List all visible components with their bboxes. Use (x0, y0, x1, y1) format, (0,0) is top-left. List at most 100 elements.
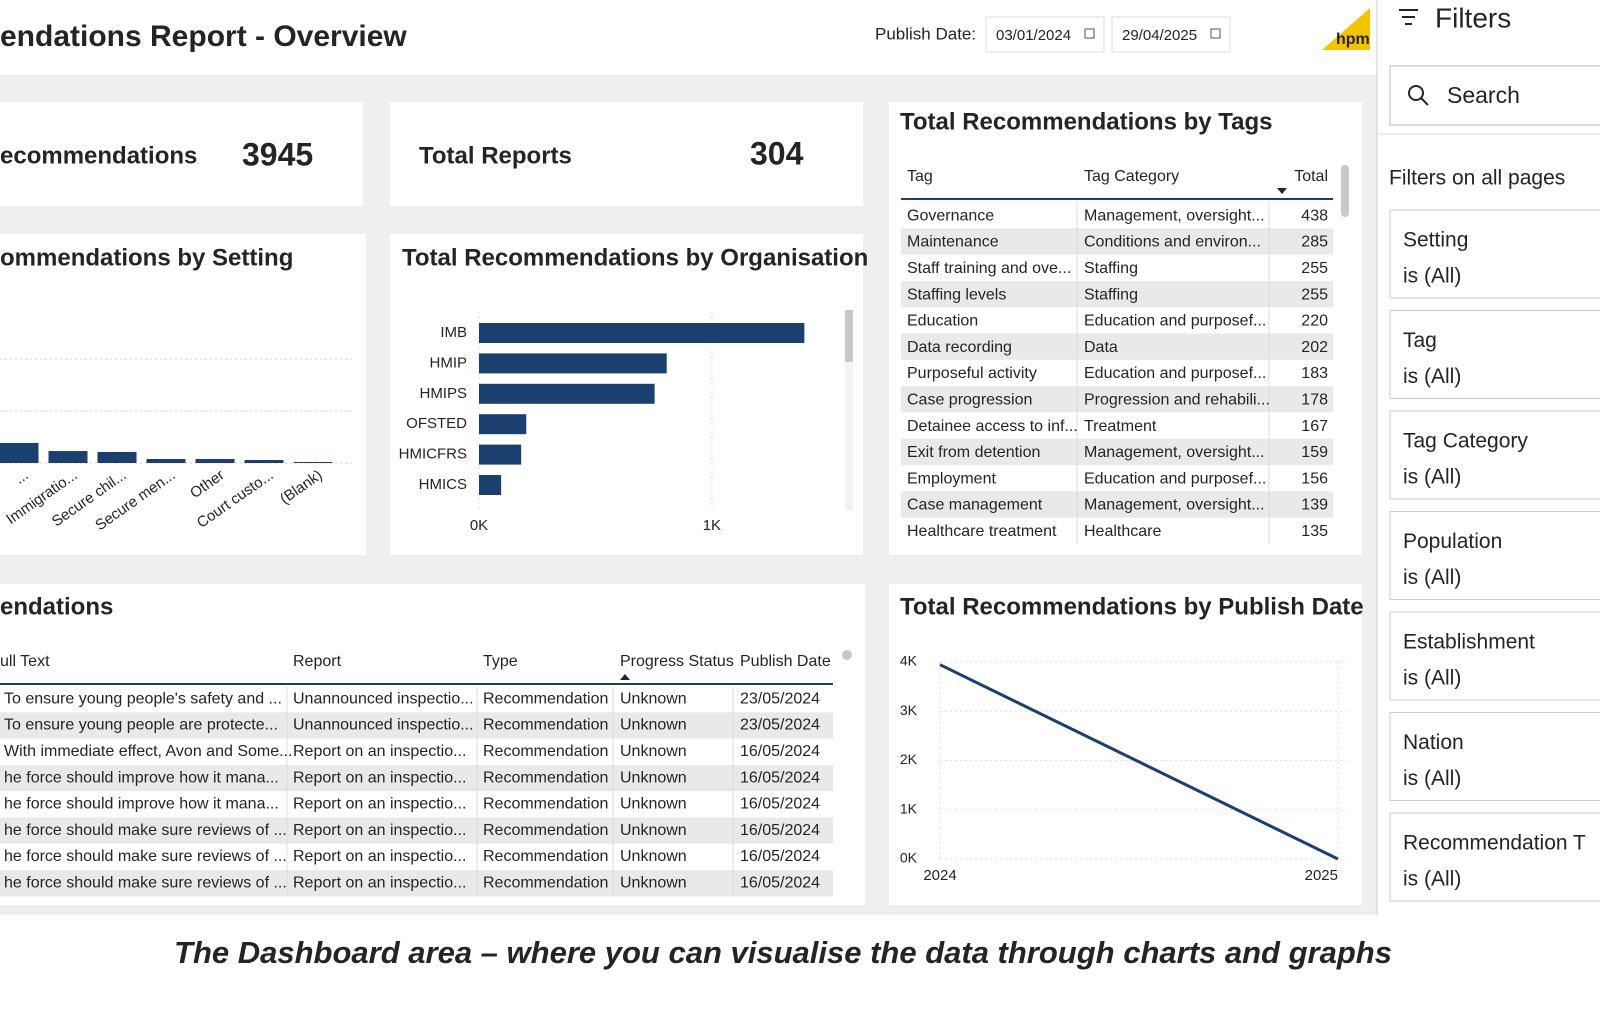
filter-card[interactable] (1389, 310, 1600, 399)
table-cell: 16/05/2024 (740, 743, 820, 760)
table-cell: 202 (1301, 339, 1328, 356)
column-header[interactable]: Type (483, 653, 518, 670)
table-cell: To ensure young people are protecte... (4, 717, 278, 734)
scrollbar (1341, 165, 1349, 217)
table-cell: Education and purposef... (1084, 313, 1266, 330)
column-header[interactable]: ull Text (0, 653, 50, 670)
filter-value: is (All) (1403, 566, 1461, 589)
filter-name: Recommendation T (1403, 832, 1586, 855)
row-shade (901, 438, 1333, 465)
table-cell: 23/05/2024 (740, 690, 820, 707)
table-cell: Exit from detention (907, 444, 1040, 461)
x-tick-label: 2024 (923, 867, 956, 884)
x-tick-label: 2025 (1305, 867, 1338, 884)
column-header[interactable]: Tag (907, 168, 933, 185)
table-cell: Unknown (620, 848, 687, 865)
column-header[interactable]: Report (293, 653, 342, 670)
panel (0, 234, 366, 555)
date-value: 03/01/2024 (996, 27, 1071, 44)
bar (0, 442, 39, 463)
report-title: endations Report - Overview (0, 20, 407, 53)
table-cell: Management, oversight... (1084, 444, 1265, 461)
date-value: 29/04/2025 (1122, 27, 1197, 44)
y-tick-label: HMIP (430, 354, 468, 371)
y-tick-label: HMICFRS (399, 446, 467, 463)
panel (889, 584, 1362, 905)
bar (479, 475, 502, 495)
table-cell: 159 (1301, 444, 1328, 461)
calendar-icon (1210, 28, 1221, 39)
table-cell: Unknown (620, 743, 687, 760)
bar (146, 458, 186, 463)
bar (479, 383, 655, 404)
filter-card[interactable] (1389, 611, 1600, 701)
table-cell: 16/05/2024 (740, 769, 820, 786)
row-shade (901, 491, 1333, 518)
table-cell: Unknown (620, 874, 687, 891)
table-cell: Management, oversight... (1084, 497, 1265, 514)
table-cell: he force should make sure reviews of ... (4, 874, 287, 891)
sort-arrow (620, 674, 630, 680)
bar (48, 451, 88, 463)
bar (293, 462, 333, 463)
table-cell: Unknown (620, 717, 687, 734)
bar (479, 323, 805, 343)
table-cell: Treatment (1084, 418, 1157, 435)
table-cell: Healthcare treatment (907, 523, 1057, 540)
table-cell: he force should improve how it mana... (4, 796, 279, 813)
row-shade (901, 333, 1333, 360)
filter-value: is (All) (1403, 365, 1461, 388)
scrollbar (845, 310, 853, 362)
table-cell: he force should make sure reviews of ... (4, 822, 287, 839)
row-shade (0, 870, 833, 897)
logo-shape (1322, 8, 1370, 50)
filter-value: is (All) (1403, 868, 1461, 891)
filter-name: Population (1403, 530, 1502, 553)
column-header[interactable]: Progress Status (620, 653, 734, 670)
table-cell: Recommendation (483, 690, 608, 707)
panel (889, 102, 1362, 555)
table-cell: Unknown (620, 690, 687, 707)
y-tick-label: 2K (900, 751, 918, 767)
table-cell: Purposeful activity (907, 365, 1037, 382)
filter-card[interactable] (1389, 209, 1600, 299)
filter-card[interactable] (1389, 712, 1600, 801)
table-cell: Recommendation (483, 822, 608, 839)
filter-value: is (All) (1403, 767, 1461, 790)
bar (97, 451, 137, 463)
table-cell: Unknown (620, 796, 687, 813)
date-input[interactable] (1111, 16, 1231, 53)
search-box[interactable] (1389, 65, 1600, 126)
scroll-dot (842, 650, 852, 660)
column-header[interactable]: Total (1294, 168, 1328, 185)
y-tick-label: 4K (900, 653, 918, 669)
search-placeholder: Search (1447, 82, 1520, 108)
table-cell: Report on an inspectio... (293, 796, 466, 813)
y-tick-label: 3K (900, 702, 918, 718)
table-cell: Unannounced inspectio... (293, 690, 474, 707)
table-cell: Staffing levels (907, 286, 1006, 303)
card-label: ecommendations (0, 142, 197, 169)
table-cell: Report on an inspectio... (293, 874, 466, 891)
table-cell: Case progression (907, 391, 1032, 408)
table-cell: Unknown (620, 769, 687, 786)
table-cell: Staffing (1084, 286, 1138, 303)
y-tick-label: 1K (900, 800, 918, 816)
filter-name: Establishment (1403, 631, 1535, 654)
panel (0, 102, 363, 206)
table-cell: 167 (1301, 418, 1328, 435)
bar (195, 458, 235, 463)
filter-card[interactable] (1389, 511, 1600, 600)
table-cell: To ensure young people's safety and ... (4, 690, 282, 707)
table-cell: Data recording (907, 339, 1012, 356)
filters-title: Filters (1435, 2, 1511, 33)
table-cell: Governance (907, 207, 994, 224)
filter-card[interactable] (1389, 410, 1600, 500)
card-label: Total Reports (419, 142, 572, 169)
table-cell: 135 (1301, 523, 1328, 540)
filter-card[interactable] (1389, 812, 1600, 902)
date-input[interactable] (985, 16, 1105, 53)
column-header[interactable]: Publish Date (740, 653, 831, 670)
column-header[interactable]: Tag Category (1084, 168, 1179, 185)
filter-name: Tag Category (1403, 430, 1528, 453)
